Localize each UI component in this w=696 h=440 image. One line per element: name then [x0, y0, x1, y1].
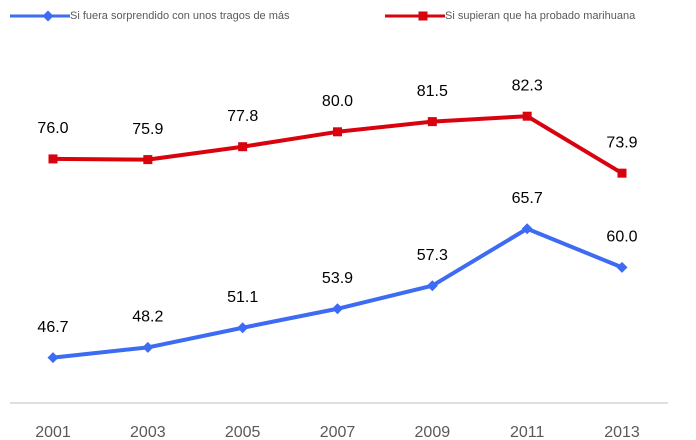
- point: [522, 111, 532, 121]
- point: [427, 117, 437, 127]
- data-label: 80.0: [322, 93, 353, 110]
- data-label: 46.7: [37, 319, 68, 336]
- x-tick-label: 2013: [604, 424, 640, 440]
- data-label: 57.3: [417, 247, 448, 264]
- point: [521, 223, 533, 235]
- legend-label: Si fuera sorprendido con unos tragos de …: [70, 10, 290, 22]
- data-label: 60.0: [606, 229, 637, 246]
- point: [237, 322, 249, 334]
- point: [142, 341, 154, 353]
- data-label: 53.9: [322, 270, 353, 287]
- data-label: 82.3: [512, 77, 543, 94]
- series-line: [52, 226, 623, 360]
- legend-marker: [42, 10, 54, 22]
- point: [143, 155, 153, 165]
- data-label: 51.1: [227, 289, 258, 306]
- point: [617, 168, 627, 178]
- data-label: 81.5: [417, 83, 448, 100]
- data-label: 76.0: [37, 120, 68, 137]
- data-label: 73.9: [606, 134, 637, 151]
- data-label: 77.8: [227, 108, 258, 125]
- data-label: 48.2: [132, 309, 163, 326]
- data-label: 65.7: [512, 190, 543, 207]
- x-tick-label: 2009: [415, 424, 451, 440]
- point: [616, 261, 628, 273]
- point: [426, 280, 438, 292]
- legend-marker: [418, 11, 428, 21]
- x-tick-label: 2011: [510, 424, 545, 440]
- point: [48, 154, 58, 164]
- x-tick-label: 2003: [130, 424, 166, 440]
- point: [238, 142, 248, 152]
- legend-label: Si supieran que ha probado marihuana: [445, 10, 636, 22]
- x-tick-label: 2007: [320, 424, 356, 440]
- x-tick-label: 2005: [225, 424, 261, 440]
- point: [47, 352, 59, 364]
- point: [333, 127, 342, 137]
- point: [332, 303, 343, 315]
- data-label: 75.9: [132, 121, 163, 138]
- x-tick-label: 2001: [35, 424, 71, 440]
